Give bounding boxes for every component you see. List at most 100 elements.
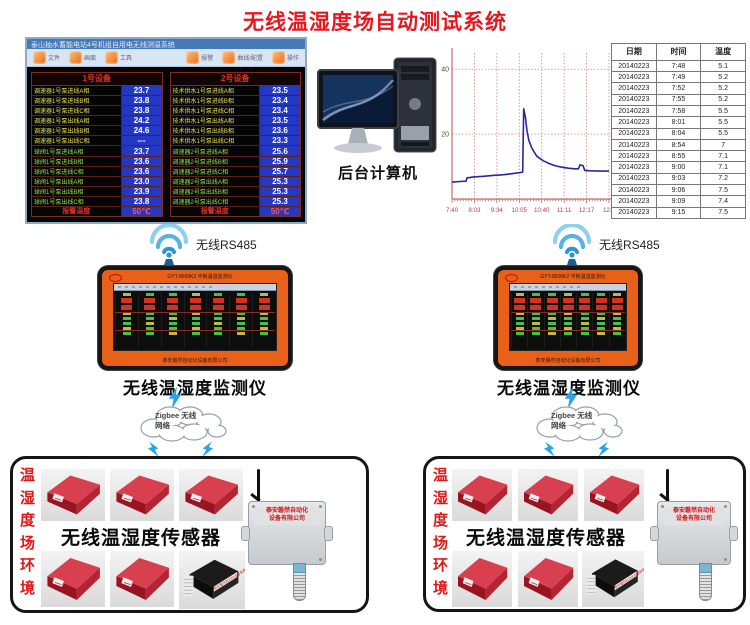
channel-label: 调速器2号泵进线A相 (172, 149, 228, 156)
zigbee-cloud-text: Zigbee 无线 网络 (551, 411, 592, 431)
screen-column (252, 293, 275, 348)
table-row: 20140223 9:09 7.4 (611, 195, 746, 208)
screen-cell (595, 298, 607, 303)
screen-column (527, 293, 543, 348)
screen-cell (548, 317, 557, 320)
scada-panel-device2: 2号设备 技术供水1号泵进线A相 23.5 技术供水1号泵进线B相 23.4 技… (169, 72, 301, 217)
antenna-icon (257, 469, 260, 503)
channel-value: 23.6 (120, 156, 162, 166)
channel-label: 球阀1号泵出线B相 (34, 189, 84, 196)
channel-label: 技术供水1号泵出线A相 (172, 119, 234, 126)
svg-text:7:40: 7:40 (446, 207, 459, 214)
monitor-row: 调速器2号泵进线C相 25.7 (170, 166, 300, 177)
screen-cell (121, 298, 133, 303)
table-header-cell: 时间 (655, 43, 702, 61)
monitor-row: 技术供水1号泵出线A相 23.5 (170, 116, 300, 127)
screen-cell (214, 327, 223, 330)
screw-icon (724, 505, 727, 508)
channel-label: 调速器1号泵进线C相 (34, 109, 90, 116)
screen-cell (562, 305, 574, 310)
panel-header: 1号设备 (32, 73, 162, 86)
temperature-trend-chart: 20 40 7:40 8:03 9:34 10:05 10:40 11:11 12:17 12:4 (437, 44, 616, 216)
screen-cell (580, 317, 589, 320)
screen-cell (168, 312, 177, 315)
monitor-row: 技术供水1号泵进线A相 23.5 (170, 86, 300, 97)
screen-cell (546, 305, 558, 310)
toolbar-icon (271, 51, 285, 65)
screen-cell (564, 317, 573, 320)
monitor-row: 球阀1号泵出线B相 23.9 (32, 186, 162, 197)
wall-sensor-label: 泰安磐然自动化 设备有限公司 (663, 507, 725, 525)
table-cell: 7.4 (700, 195, 746, 208)
toolbar-icon (105, 51, 119, 65)
monitor-row: 调速器1号泵进线B相 23.8 (32, 96, 162, 107)
screen-cell (514, 298, 526, 303)
monitor-row: 技术供水1号泵出线C相 23.3 (170, 136, 300, 147)
table-cell: 7.1 (700, 150, 746, 163)
wall-sensor-line1: 泰安磐然自动化 (265, 508, 308, 514)
screen-column (543, 293, 560, 348)
lightning-icon (145, 439, 161, 460)
screen-cell (514, 305, 526, 310)
channel-label: 调速器2号泵进线B相 (172, 159, 228, 166)
table-cell: 5.2 (700, 82, 746, 95)
table-cell: 9:15 (655, 206, 702, 220)
screen-cell (260, 327, 269, 330)
table-cell: 5.1 (700, 59, 746, 73)
mounting-ear (650, 526, 659, 541)
channel-label: 球阀1号泵进线B相 (34, 159, 84, 166)
lightning-icon (541, 439, 557, 460)
channel-value: 23.8 (120, 196, 162, 206)
screen-cell (237, 317, 246, 320)
screen-cell (530, 298, 542, 303)
monitor-row: 技术供水1号泵进线B相 23.4 (170, 96, 300, 107)
toolbar-icon (69, 51, 83, 65)
screen-cell (613, 293, 622, 296)
table-cell: 20140223 (611, 206, 657, 220)
lightning-icon (168, 386, 182, 410)
channel-label: 球阀1号泵出线C相 (34, 199, 84, 206)
screen-cell (515, 327, 524, 330)
table-cell: 9:00 (655, 161, 702, 174)
monitor-row: 调速器2号泵出线B相 25.3 (170, 186, 300, 197)
table-row: 20140223 8:04 5.5 (611, 127, 746, 140)
device-company-text: 泰安磐然自动化设备有限公司 (535, 358, 601, 364)
screen-cell (613, 322, 622, 325)
screen-cell (579, 298, 591, 303)
device-screen-data (114, 291, 276, 350)
screen-cell (237, 322, 246, 325)
wall-mount-sensor: 泰安磐然自动化 设备有限公司 (241, 469, 333, 605)
screen-cell (260, 312, 269, 315)
svg-text:10:05: 10:05 (512, 207, 528, 214)
table-cell: 7:52 (655, 82, 702, 95)
screen-cell (212, 298, 224, 303)
screen-cell (214, 312, 223, 315)
monitor-row: 球阀1号泵进线B相 23.6 (32, 156, 162, 167)
table-cell: 20140223 (611, 93, 657, 107)
channel-value: 25.3 (259, 196, 300, 206)
wall-sensor-label: 泰安磐然自动化 设备有限公司 (254, 507, 320, 525)
screw-icon (319, 505, 322, 508)
black-sensor-photo: 泰安磐然自动化设备有限公司 (179, 551, 253, 609)
monitor-row: 调速器1号泵出线B相 24.6 (32, 126, 162, 137)
wifi-icon (549, 222, 595, 268)
screen-cell (515, 322, 524, 325)
mounting-ear (729, 526, 738, 541)
screen-cell (191, 317, 200, 320)
environment-vertical-label: 温湿度场环境 (432, 467, 448, 597)
table-row: 20140223 9:15 7.5 (611, 206, 746, 220)
channel-label: 技术供水1号泵进线C相 (172, 109, 235, 116)
antenna-icon (666, 469, 669, 503)
device-screen (113, 283, 277, 351)
screen-cell (611, 305, 623, 310)
channel-value: --- (120, 136, 162, 146)
screen-column (229, 293, 252, 348)
monitor-row: 球阀1号泵进线A相 23.7 (32, 146, 162, 157)
device-model-text: GYT-8500K2 平板温湿监测仪 (167, 274, 233, 280)
svg-text:40: 40 (441, 67, 449, 74)
toolbar-item: 工具 (105, 51, 132, 65)
monitoring-device: GYT-8500K2 平板温湿监测仪 泰安磐然自动化设备有限公司 (494, 266, 642, 370)
screen-cell (515, 332, 524, 335)
channel-label: 技术供水1号泵出线C相 (172, 139, 235, 146)
